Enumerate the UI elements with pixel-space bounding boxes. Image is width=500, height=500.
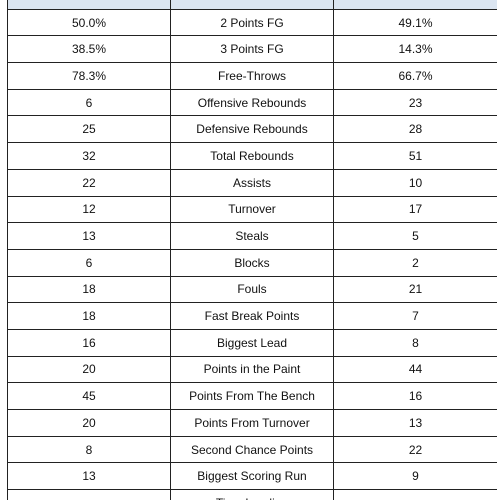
stat-value: 6 [7,88,171,117]
table-row: 20 Points From Turnover 13 [7,409,497,437]
stat-name: Defensive Rebounds [170,115,334,144]
table-row: 38.5% 3 Points FG 14.3% [7,35,497,64]
table-row: 78.3% Free-Throws 66.7% [7,62,497,90]
stat-name: 2 Points FG [170,8,334,37]
stat-name: Blocks [170,248,334,277]
stat-name: Fast Break Points [170,302,334,330]
stat-name: Free-Throws [170,62,334,90]
stat-value: 2 [333,248,497,277]
stat-name: Points From The Bench [170,382,334,410]
stat-value [333,489,497,500]
stat-name: Fouls [170,275,334,304]
stat-value: 22 [7,168,171,197]
stat-name: Steals [170,222,334,250]
stat-name: Offensive Rebounds [170,88,334,117]
table-row: Time Leading [7,489,497,500]
header-row [7,0,497,10]
table-row: 18 Fast Break Points 7 [7,302,497,330]
table-row: 12 Turnover 17 [7,195,497,224]
stat-name: Second Chance Points [170,435,334,464]
stat-name: Time Leading [170,489,334,500]
stat-name: Total Rebounds [170,142,334,170]
stat-value: 51 [333,142,497,170]
stat-value: 13 [7,462,171,491]
table-row: 25 Defensive Rebounds 28 [7,115,497,144]
stat-value: 28 [333,115,497,144]
stat-name: Turnover [170,195,334,224]
stat-value: 13 [7,222,171,250]
table-row: 22 Assists 10 [7,168,497,197]
stat-value: 23 [333,88,497,117]
table-row: 32 Total Rebounds 51 [7,142,497,170]
stat-name: Biggest Lead [170,328,334,357]
stat-value: 50.0% [7,8,171,37]
stat-value: 66.7% [333,62,497,90]
table-row: 8 Second Chance Points 22 [7,435,497,464]
stat-value: 49.1% [333,8,497,37]
stat-value: 17 [333,195,497,224]
stat-value: 9 [333,462,497,491]
stat-value: 13 [333,409,497,437]
stat-value: 16 [333,382,497,410]
stats-table-wrap: 50.0% 2 Points FG 49.1% 38.5% 3 Points FG 14.… [7,0,497,500]
stat-value: 7 [333,302,497,330]
table-row: 18 Fouls 21 [7,275,497,304]
table-row: 13 Biggest Scoring Run 9 [7,462,497,491]
stat-value: 45 [7,382,171,410]
stat-name: Points From Turnover [170,409,334,437]
stat-value: 22 [333,435,497,464]
stat-value: 32 [7,142,171,170]
stat-value: 18 [7,302,171,330]
table-row: 16 Biggest Lead 8 [7,328,497,357]
table-row: 6 Offensive Rebounds 23 [7,88,497,117]
stat-value: 18 [7,275,171,304]
stat-value: 6 [7,248,171,277]
stat-value: 5 [333,222,497,250]
table-row: 13 Steals 5 [7,222,497,250]
table-body: 50.0% 2 Points FG 49.1% 38.5% 3 Points FG 14.… [7,0,497,500]
table-row: 45 Points From The Bench 16 [7,382,497,410]
stat-value: 20 [7,409,171,437]
stat-value: 25 [7,115,171,144]
stat-value: 8 [333,328,497,357]
stat-name: Assists [170,168,334,197]
stat-value: 38.5% [7,35,171,64]
stat-value: 14.3% [333,35,497,64]
stat-name: Biggest Scoring Run [170,462,334,491]
stat-name: Points in the Paint [170,355,334,384]
stat-value: 78.3% [7,62,171,90]
stat-value: 44 [333,355,497,384]
stat-value [7,489,171,500]
stat-value: 8 [7,435,171,464]
stats-table: 50.0% 2 Points FG 49.1% 38.5% 3 Points FG 14.… [7,0,497,500]
stat-name: 3 Points FG [170,35,334,64]
stat-value: 21 [333,275,497,304]
stat-value: 12 [7,195,171,224]
table-row: 50.0% 2 Points FG 49.1% [7,8,497,37]
stat-value: 10 [333,168,497,197]
table-row: 6 Blocks 2 [7,248,497,277]
stat-value: 16 [7,328,171,357]
table-row: 20 Points in the Paint 44 [7,355,497,384]
stat-value: 20 [7,355,171,384]
